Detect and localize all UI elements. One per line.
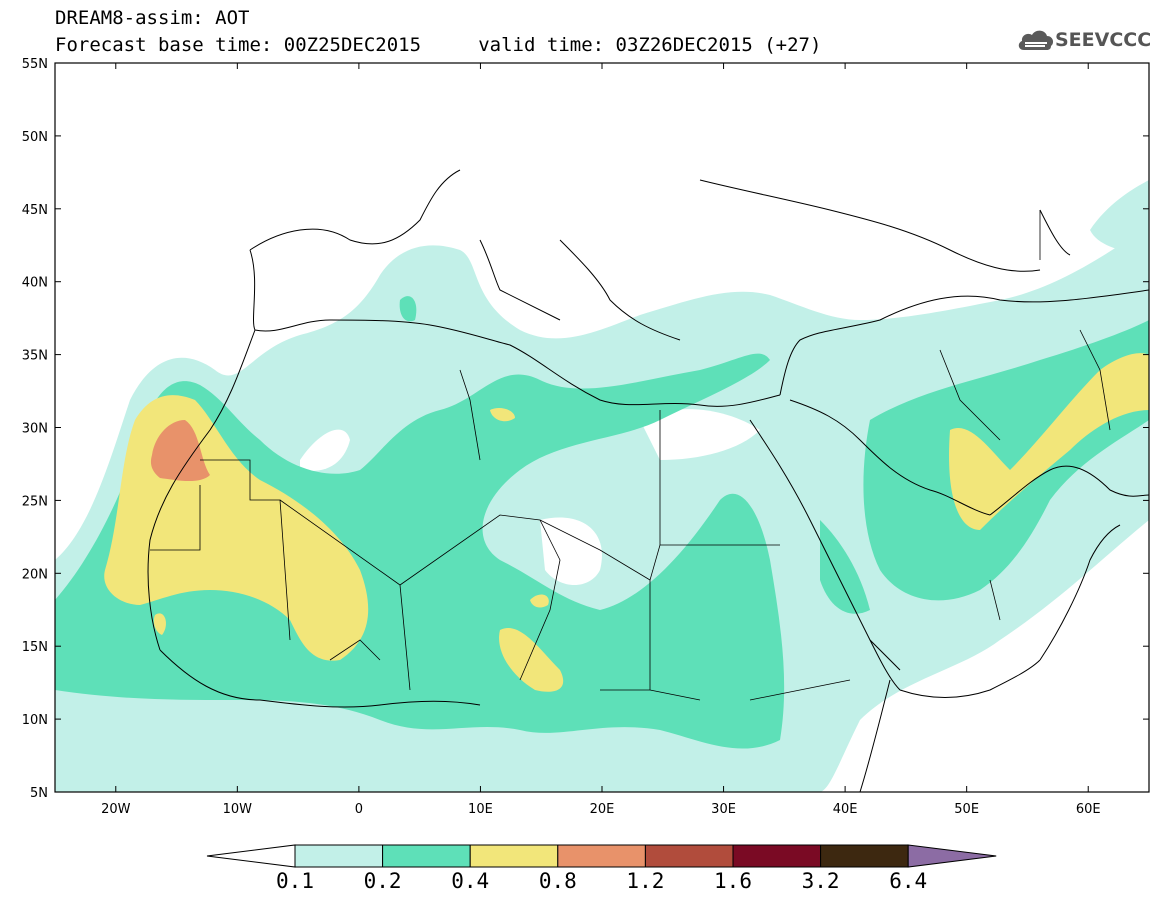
country-borders [150,210,1111,701]
colorbar-segment [820,844,909,868]
lat-tick-label: 20N [22,567,48,582]
lon-tick-label: 60E [1076,802,1101,817]
aot-fields [55,63,1149,792]
aot-contour-0.4-small1 [490,407,515,422]
lat-tick-label: 40N [22,276,48,291]
lat-tick-label: 50N [22,130,48,145]
coastlines [147,169,1149,792]
colorbar-segment [382,844,471,868]
lat-tick-label: 55N [22,57,48,72]
lon-tick-label: 30E [711,802,736,817]
lat-tick-label: 5N [30,786,48,801]
aot-colorbar: 0.1 0.2 0.4 0.8 1.2 1.6 3.2 6.4 [206,844,997,893]
aot-contour-0.2-arabia [863,320,1149,601]
colorbar-label: 3.2 [802,869,840,893]
seevccc-logo [1016,26,1154,54]
colorbar-segment [294,844,384,868]
aot-contour-0.4-small3 [153,613,166,635]
colorbar-label: 1.6 [714,869,752,893]
colorbar-label: 6.4 [889,869,927,893]
colorbar-segment-above [907,844,997,868]
colorbar-segment-below [206,844,296,868]
colorbar-label: 1.2 [626,869,664,893]
colorbar-segment [732,844,822,868]
lon-tick-label: 20E [590,802,615,817]
colorbar-label: 0.1 [276,869,314,893]
clear-area-sahara-west [300,429,350,471]
aot-contour-0.4-gulf [949,353,1149,530]
lon-tick-label: 10W [223,802,253,817]
lon-tick-label: 10E [468,802,493,817]
aot-contour-0.1-caspian [1090,180,1149,260]
colorbar-segment [557,844,646,868]
aot-contour-0.2-sudan [820,520,870,614]
lon-tick-label: 40E [833,802,858,817]
aot-contour-0.8 [150,420,210,482]
lon-tick-label: 0 [355,802,363,817]
clear-area-egypt [640,409,760,460]
aot-contour-0.4-chad [499,628,564,692]
longitude-axis: 20W 10W 0 10E 20E 30E 40E 50E 60E [101,63,1101,817]
lat-tick-label: 30N [22,422,48,437]
colorbar-segment [469,844,559,868]
product-title: DREAM8-assim: AOT [55,7,250,29]
colorbar-label: 0.2 [364,869,402,893]
lon-tick-label: 20W [101,802,131,817]
cloud-icon [1018,30,1054,50]
latitude-axis: 55N 50N 45N 40N 35N 30N 25N 20N 15N 10N 5N [22,57,1149,801]
lon-tick-label: 50E [954,802,979,817]
colorbar-label: 0.4 [451,869,489,893]
aot-contour-0.4-small2 [530,594,549,608]
colorbar-label: 0.8 [539,869,577,893]
lat-tick-label: 25N [22,494,48,509]
aot-contour-0.2-libya [399,296,417,322]
logo-text: SEEVCCC [1055,29,1152,51]
lat-tick-label: 45N [22,203,48,218]
lat-tick-label: 15N [22,640,48,655]
colorbar-segment [644,844,734,868]
forecast-times: Forecast base time: 00Z25DEC2015 valid t… [55,34,822,56]
aot-contour-0.2 [55,353,785,749]
clear-area-sahara-central [540,517,602,585]
lat-tick-label: 35N [22,349,48,364]
lat-tick-label: 10N [22,713,48,728]
